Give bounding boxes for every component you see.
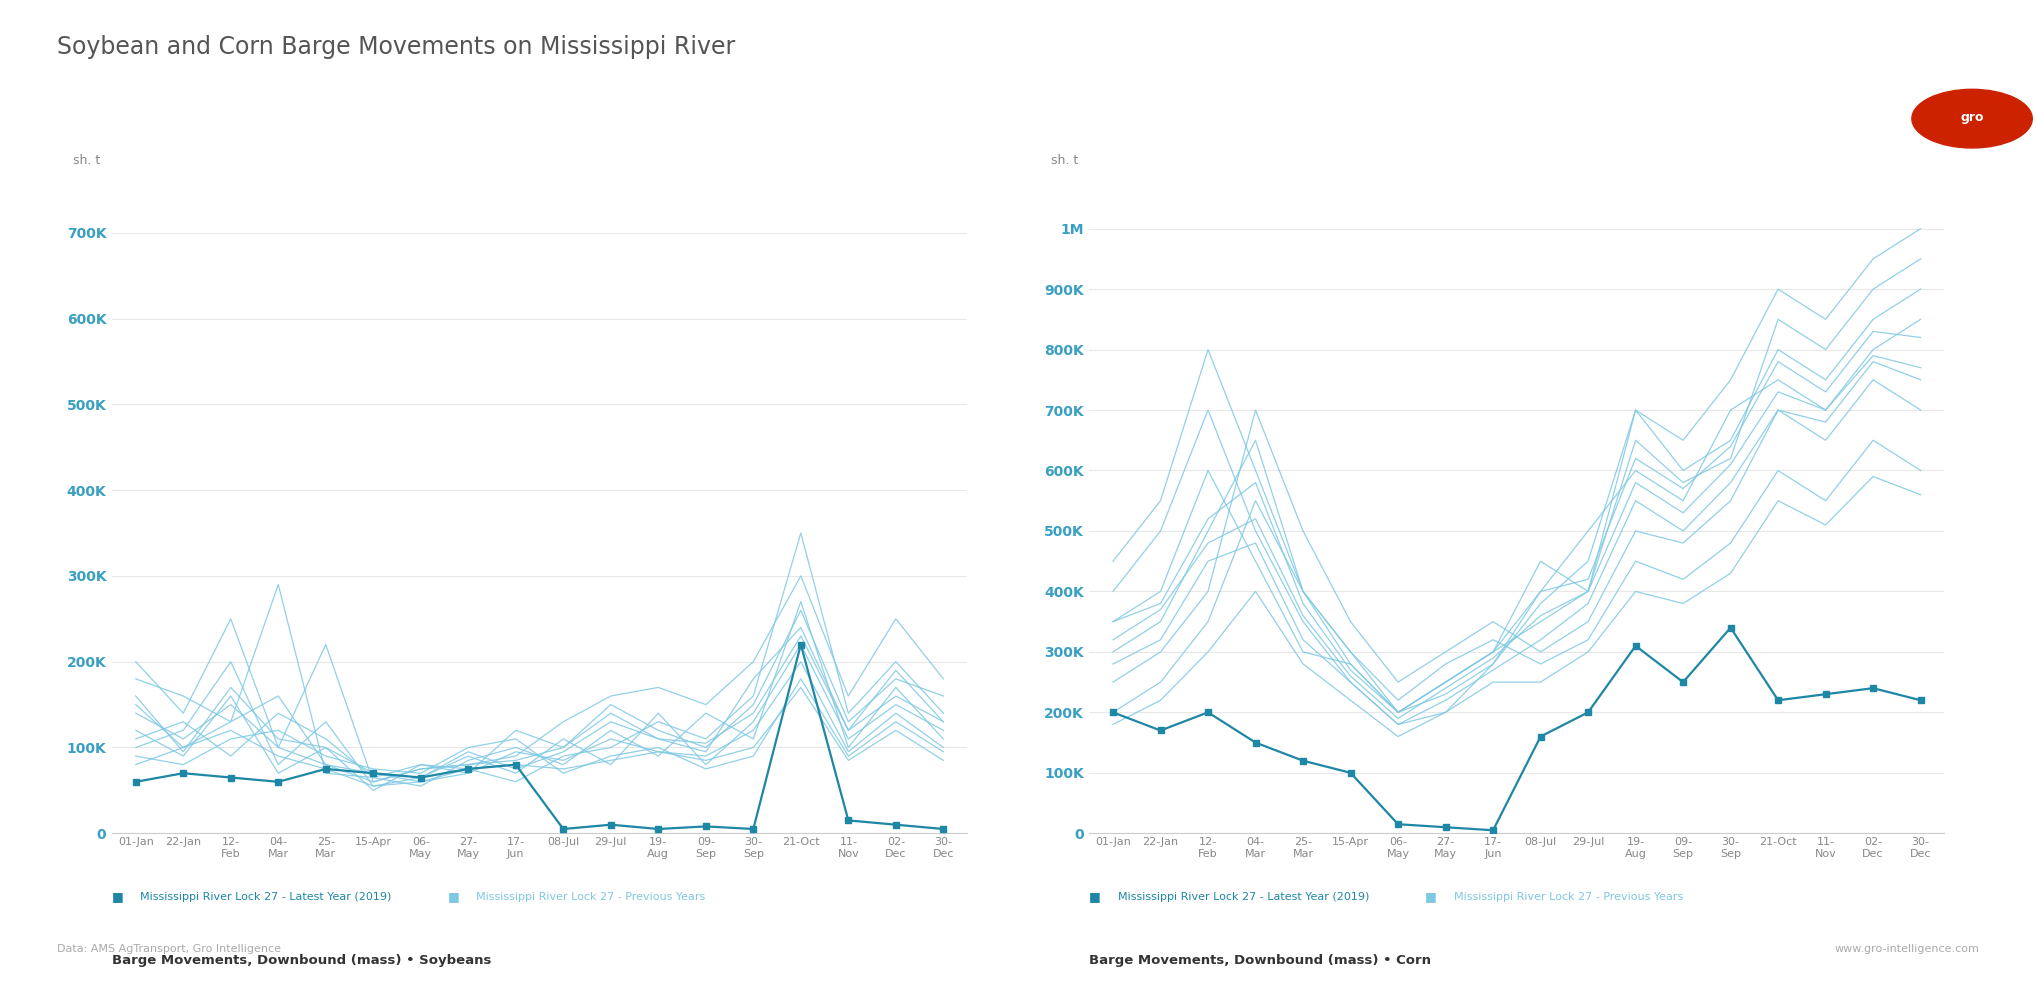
Text: Mississippi River Lock 27 - Previous Years: Mississippi River Lock 27 - Previous Yea…: [476, 892, 706, 902]
Text: www.gro-intelligence.com: www.gro-intelligence.com: [1834, 944, 1979, 954]
Text: ■: ■: [1089, 890, 1101, 904]
Text: sh. t: sh. t: [1051, 154, 1077, 167]
Text: ■: ■: [448, 890, 460, 904]
Text: Mississippi River Lock 27 - Latest Year (2019): Mississippi River Lock 27 - Latest Year …: [1118, 892, 1368, 902]
Text: ■: ■: [112, 890, 124, 904]
Text: ■: ■: [1425, 890, 1437, 904]
Text: Data: AMS AgTransport, Gro Intelligence: Data: AMS AgTransport, Gro Intelligence: [57, 944, 281, 954]
Text: Mississippi River Lock 27 - Latest Year (2019): Mississippi River Lock 27 - Latest Year …: [140, 892, 391, 902]
Text: Barge Movements, Downbound (mass) • Soybeans: Barge Movements, Downbound (mass) • Soyb…: [112, 954, 491, 967]
Text: gro: gro: [1961, 111, 1983, 124]
Text: Soybean and Corn Barge Movements on Mississippi River: Soybean and Corn Barge Movements on Miss…: [57, 35, 735, 59]
Text: Barge Movements, Downbound (mass) • Corn: Barge Movements, Downbound (mass) • Corn: [1089, 954, 1431, 967]
Circle shape: [1912, 89, 2032, 148]
Text: Mississippi River Lock 27 - Previous Years: Mississippi River Lock 27 - Previous Yea…: [1454, 892, 1684, 902]
Text: sh. t: sh. t: [73, 154, 100, 167]
